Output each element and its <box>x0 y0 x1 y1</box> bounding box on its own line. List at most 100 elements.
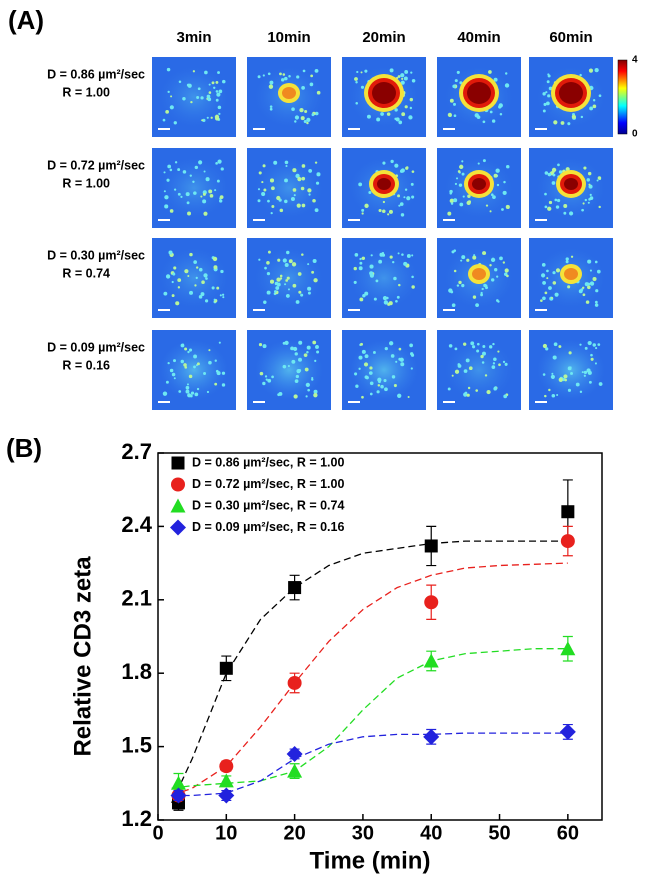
image-dot <box>544 171 549 175</box>
image-dot <box>394 163 399 168</box>
image-dot <box>553 120 558 125</box>
image-dot <box>400 168 405 173</box>
scale-bar <box>443 219 455 221</box>
image-dot <box>173 266 177 270</box>
marker <box>560 641 576 656</box>
image-dot <box>411 254 414 257</box>
image-dot <box>395 299 398 303</box>
image-dot <box>556 393 559 397</box>
image-dot <box>447 387 451 391</box>
marker <box>424 595 439 610</box>
image-dot <box>551 372 554 375</box>
image-dot <box>360 85 365 89</box>
image-dot <box>287 288 290 291</box>
micrograph <box>247 148 331 228</box>
image-dot <box>180 359 184 364</box>
image-dot <box>404 188 408 191</box>
image-cluster <box>564 268 578 280</box>
image-dot <box>293 346 298 352</box>
image-dot <box>170 95 173 98</box>
image-dot <box>215 98 219 102</box>
image-dot <box>477 162 480 165</box>
image-dot <box>492 362 496 365</box>
image-dot <box>404 70 409 74</box>
image-dot <box>217 71 220 74</box>
x-tick-label: 20 <box>283 822 305 844</box>
image-dot <box>316 90 321 95</box>
image-dot <box>552 271 556 275</box>
micrograph <box>529 148 613 228</box>
image-dot <box>454 79 458 83</box>
image-dot <box>307 263 310 266</box>
colorbar-label: 4 <box>632 55 638 66</box>
image-dot <box>353 266 357 271</box>
image-dot <box>274 290 277 293</box>
image-dot <box>358 182 363 187</box>
image-dot <box>301 86 305 90</box>
image-dot <box>264 266 267 270</box>
image-dot <box>378 380 381 384</box>
image-dot <box>312 340 317 345</box>
image-dot <box>409 97 414 102</box>
image-dot <box>395 117 400 122</box>
image-dot <box>267 72 271 76</box>
image-dot <box>299 107 304 113</box>
image-dot <box>279 72 282 76</box>
micrograph <box>529 330 613 410</box>
image-dot <box>569 211 574 216</box>
image-dot <box>167 362 170 365</box>
image-dot <box>499 256 503 261</box>
image-dot <box>169 368 174 373</box>
image-dot <box>361 208 365 212</box>
image-dot <box>297 272 302 276</box>
image-dot <box>582 286 585 289</box>
row-label: D = 0.72 µm²/sec <box>47 158 145 172</box>
image-dot <box>307 388 311 392</box>
image-dot <box>475 389 479 392</box>
column-header: 60min <box>549 29 592 46</box>
image-dot <box>288 74 291 78</box>
image-dot <box>558 345 562 349</box>
image-dot <box>167 90 170 94</box>
scale-bar <box>253 128 265 130</box>
image-dot <box>506 164 510 169</box>
image-dot <box>542 281 546 285</box>
image-dot <box>598 382 603 386</box>
y-tick-label: 1.5 <box>121 732 152 757</box>
image-dot <box>311 270 315 274</box>
image-dot <box>295 173 300 179</box>
image-dot <box>311 113 315 117</box>
image-dot <box>407 396 410 399</box>
marker <box>559 723 576 740</box>
image-dot <box>584 282 589 287</box>
micrograph <box>152 148 236 228</box>
image-dot <box>198 295 203 299</box>
image-dot <box>454 369 460 374</box>
image-dot <box>489 264 492 267</box>
image-dot <box>304 109 308 114</box>
image-dot <box>542 109 546 113</box>
image-dot <box>383 378 387 383</box>
scale-bar <box>348 128 360 130</box>
image-dot <box>294 120 297 123</box>
image-dot <box>210 116 213 119</box>
colorbar-label: 0 <box>632 129 638 140</box>
image-dot <box>288 259 293 264</box>
image-dot <box>587 259 592 264</box>
image-dot <box>363 362 369 367</box>
image-dot <box>582 202 585 205</box>
image-dot <box>275 286 280 290</box>
micrograph <box>342 57 426 137</box>
image-dot <box>503 394 508 399</box>
image-dot <box>316 172 321 177</box>
image-dot <box>356 70 359 74</box>
image-dot <box>542 373 546 376</box>
image-dot <box>466 258 470 262</box>
image-dot <box>542 343 548 349</box>
image-dot <box>282 73 286 76</box>
image-dot <box>292 168 297 173</box>
image-dot <box>293 394 298 399</box>
image-dot <box>263 188 267 192</box>
image-dot <box>259 371 264 376</box>
